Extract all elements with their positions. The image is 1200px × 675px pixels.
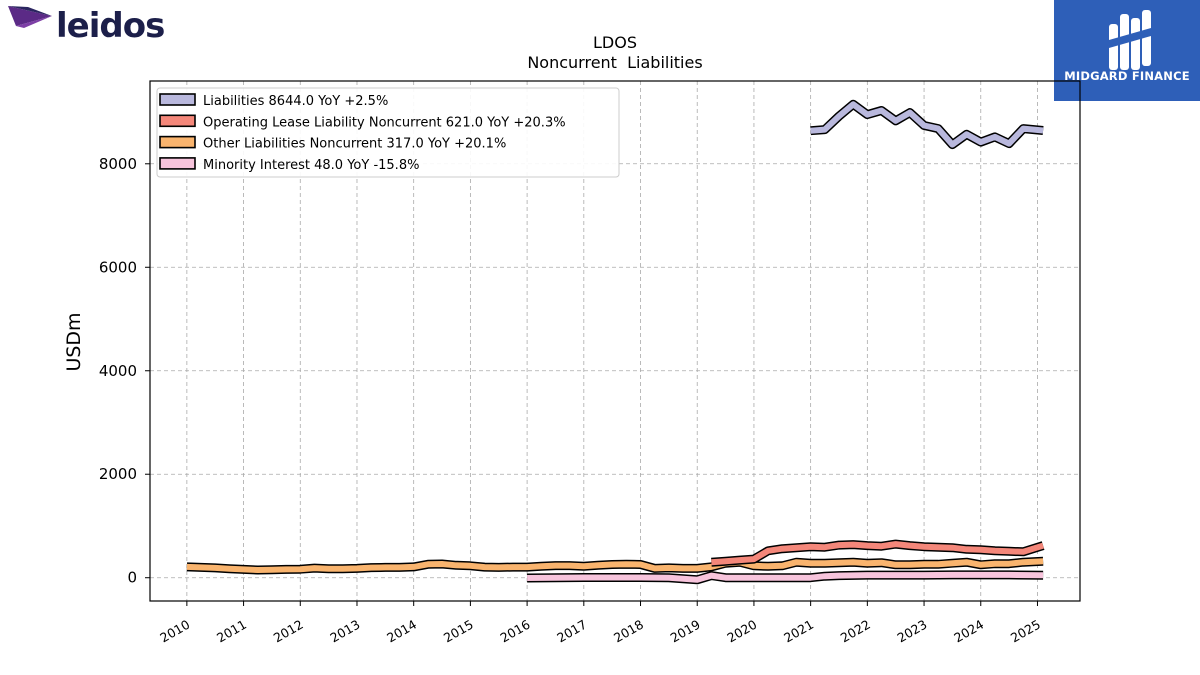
- x-tick-label: 2021: [781, 617, 816, 646]
- y-axis-label: USDm: [63, 312, 85, 371]
- legend-label-other-liabilities-noncurrent: Other Liabilities Noncurrent 317.0 YoY +…: [203, 137, 506, 152]
- x-tick-label: 2020: [724, 617, 759, 646]
- legend-swatch-other-liabilities-noncurrent: [159, 135, 196, 149]
- y-tick-label: 4000: [99, 362, 137, 380]
- x-tick-label: 2018: [611, 617, 646, 646]
- legend-box: [156, 87, 620, 178]
- series-line-minority-interest: [527, 571, 1044, 583]
- y-tick-label: 8000: [99, 155, 137, 173]
- x-tick-label: 2012: [271, 617, 306, 646]
- x-tick-label: 2024: [951, 617, 986, 646]
- legend-swatch-minority-interest: [159, 157, 196, 170]
- chart-title: LDOS: [593, 33, 637, 52]
- x-tick-label: 2017: [554, 617, 589, 646]
- publisher-logo-box: MIDGARD FINANCE: [1054, 0, 1200, 101]
- legend: Liabilities 8644.0 YoY +2.5% Operating Le…: [156, 87, 620, 178]
- x-tick-label: 2016: [498, 617, 533, 646]
- chart-subtitle: Noncurrent Liabilities: [527, 53, 702, 72]
- y-tick-label: 0: [127, 569, 137, 587]
- publisher-monogram-icon: [1109, 10, 1151, 70]
- leidos-logo: [8, 6, 52, 28]
- x-tick-label: 2015: [441, 617, 476, 646]
- legend-swatch-liabilities: [159, 93, 196, 106]
- legend-label-operating-lease-liability-noncurrent: Operating Lease Liability Noncurrent 621…: [203, 115, 566, 130]
- y-tick-label: 6000: [99, 258, 137, 276]
- x-tick-label: 2010: [157, 617, 192, 646]
- x-tick-label: 2025: [1008, 617, 1043, 646]
- series-line-other-liabilities-noncurrent: [186, 558, 1044, 573]
- publisher-name: MIDGARD FINANCE: [1064, 69, 1190, 83]
- x-tick-label: 2023: [895, 617, 930, 646]
- x-tick-label: 2014: [384, 617, 419, 646]
- x-tick-label: 2019: [668, 617, 703, 646]
- brand-name: leidos: [56, 6, 165, 46]
- plot-frame: [149, 80, 1081, 602]
- series-line-liabilities: [810, 101, 1044, 148]
- data-series: [186, 99, 1045, 585]
- x-tick-label: 2011: [214, 617, 249, 646]
- legend-swatch-operating-lease-liability-noncurrent: [159, 114, 196, 128]
- x-tick-label: 2022: [838, 617, 873, 646]
- x-tick-label: 2013: [327, 617, 362, 646]
- legend-label-minority-interest: Minority Interest 48.0 YoY -15.8%: [203, 158, 419, 173]
- y-tick-label: 2000: [99, 465, 137, 483]
- legend-label-liabilities: Liabilities 8644.0 YoY +2.5%: [203, 94, 388, 109]
- series-line-operating-lease-liability-noncurrent: [711, 541, 1044, 566]
